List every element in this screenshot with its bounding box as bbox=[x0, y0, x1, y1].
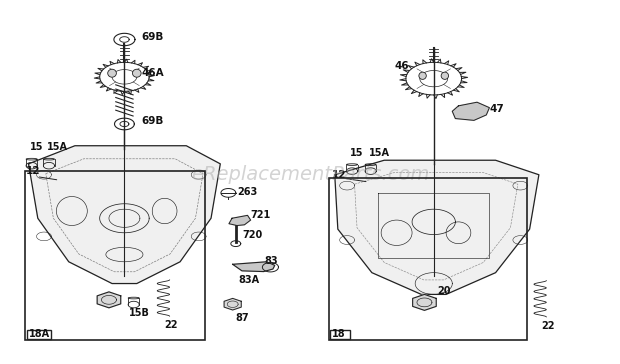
Text: 22: 22 bbox=[165, 320, 178, 330]
Text: 18: 18 bbox=[332, 329, 346, 339]
Text: 47: 47 bbox=[489, 104, 504, 114]
FancyBboxPatch shape bbox=[27, 329, 51, 339]
Polygon shape bbox=[232, 262, 275, 272]
Text: 69B: 69B bbox=[142, 32, 164, 42]
Polygon shape bbox=[229, 215, 250, 226]
Text: 83A: 83A bbox=[239, 275, 260, 285]
Text: 46: 46 bbox=[394, 61, 409, 71]
Text: 15A: 15A bbox=[47, 142, 68, 152]
Text: 69B: 69B bbox=[142, 116, 164, 126]
Bar bbox=[25, 171, 205, 340]
Text: 15: 15 bbox=[350, 148, 364, 158]
Polygon shape bbox=[452, 102, 489, 120]
Ellipse shape bbox=[108, 69, 117, 77]
Text: 720: 720 bbox=[242, 230, 262, 240]
Text: eReplacementParts.com: eReplacementParts.com bbox=[191, 165, 429, 184]
Text: 46A: 46A bbox=[142, 68, 164, 78]
Polygon shape bbox=[335, 160, 539, 294]
Polygon shape bbox=[224, 298, 241, 310]
Ellipse shape bbox=[419, 72, 427, 79]
Text: 83: 83 bbox=[264, 256, 278, 266]
FancyBboxPatch shape bbox=[330, 329, 350, 339]
Text: 20: 20 bbox=[438, 286, 451, 296]
Polygon shape bbox=[97, 292, 121, 308]
Text: 87: 87 bbox=[236, 313, 249, 323]
Ellipse shape bbox=[133, 69, 141, 77]
Polygon shape bbox=[29, 146, 220, 284]
Text: 263: 263 bbox=[237, 187, 257, 197]
Text: 15A: 15A bbox=[369, 148, 390, 158]
Bar bbox=[329, 178, 526, 340]
Text: 15: 15 bbox=[30, 142, 43, 152]
Text: 721: 721 bbox=[250, 210, 271, 220]
Text: 12: 12 bbox=[25, 166, 40, 176]
Text: 22: 22 bbox=[541, 321, 555, 331]
Polygon shape bbox=[413, 294, 436, 310]
Text: 12: 12 bbox=[332, 170, 346, 180]
Text: 15B: 15B bbox=[130, 308, 150, 318]
Text: 18A: 18A bbox=[29, 329, 50, 339]
Ellipse shape bbox=[441, 72, 448, 79]
